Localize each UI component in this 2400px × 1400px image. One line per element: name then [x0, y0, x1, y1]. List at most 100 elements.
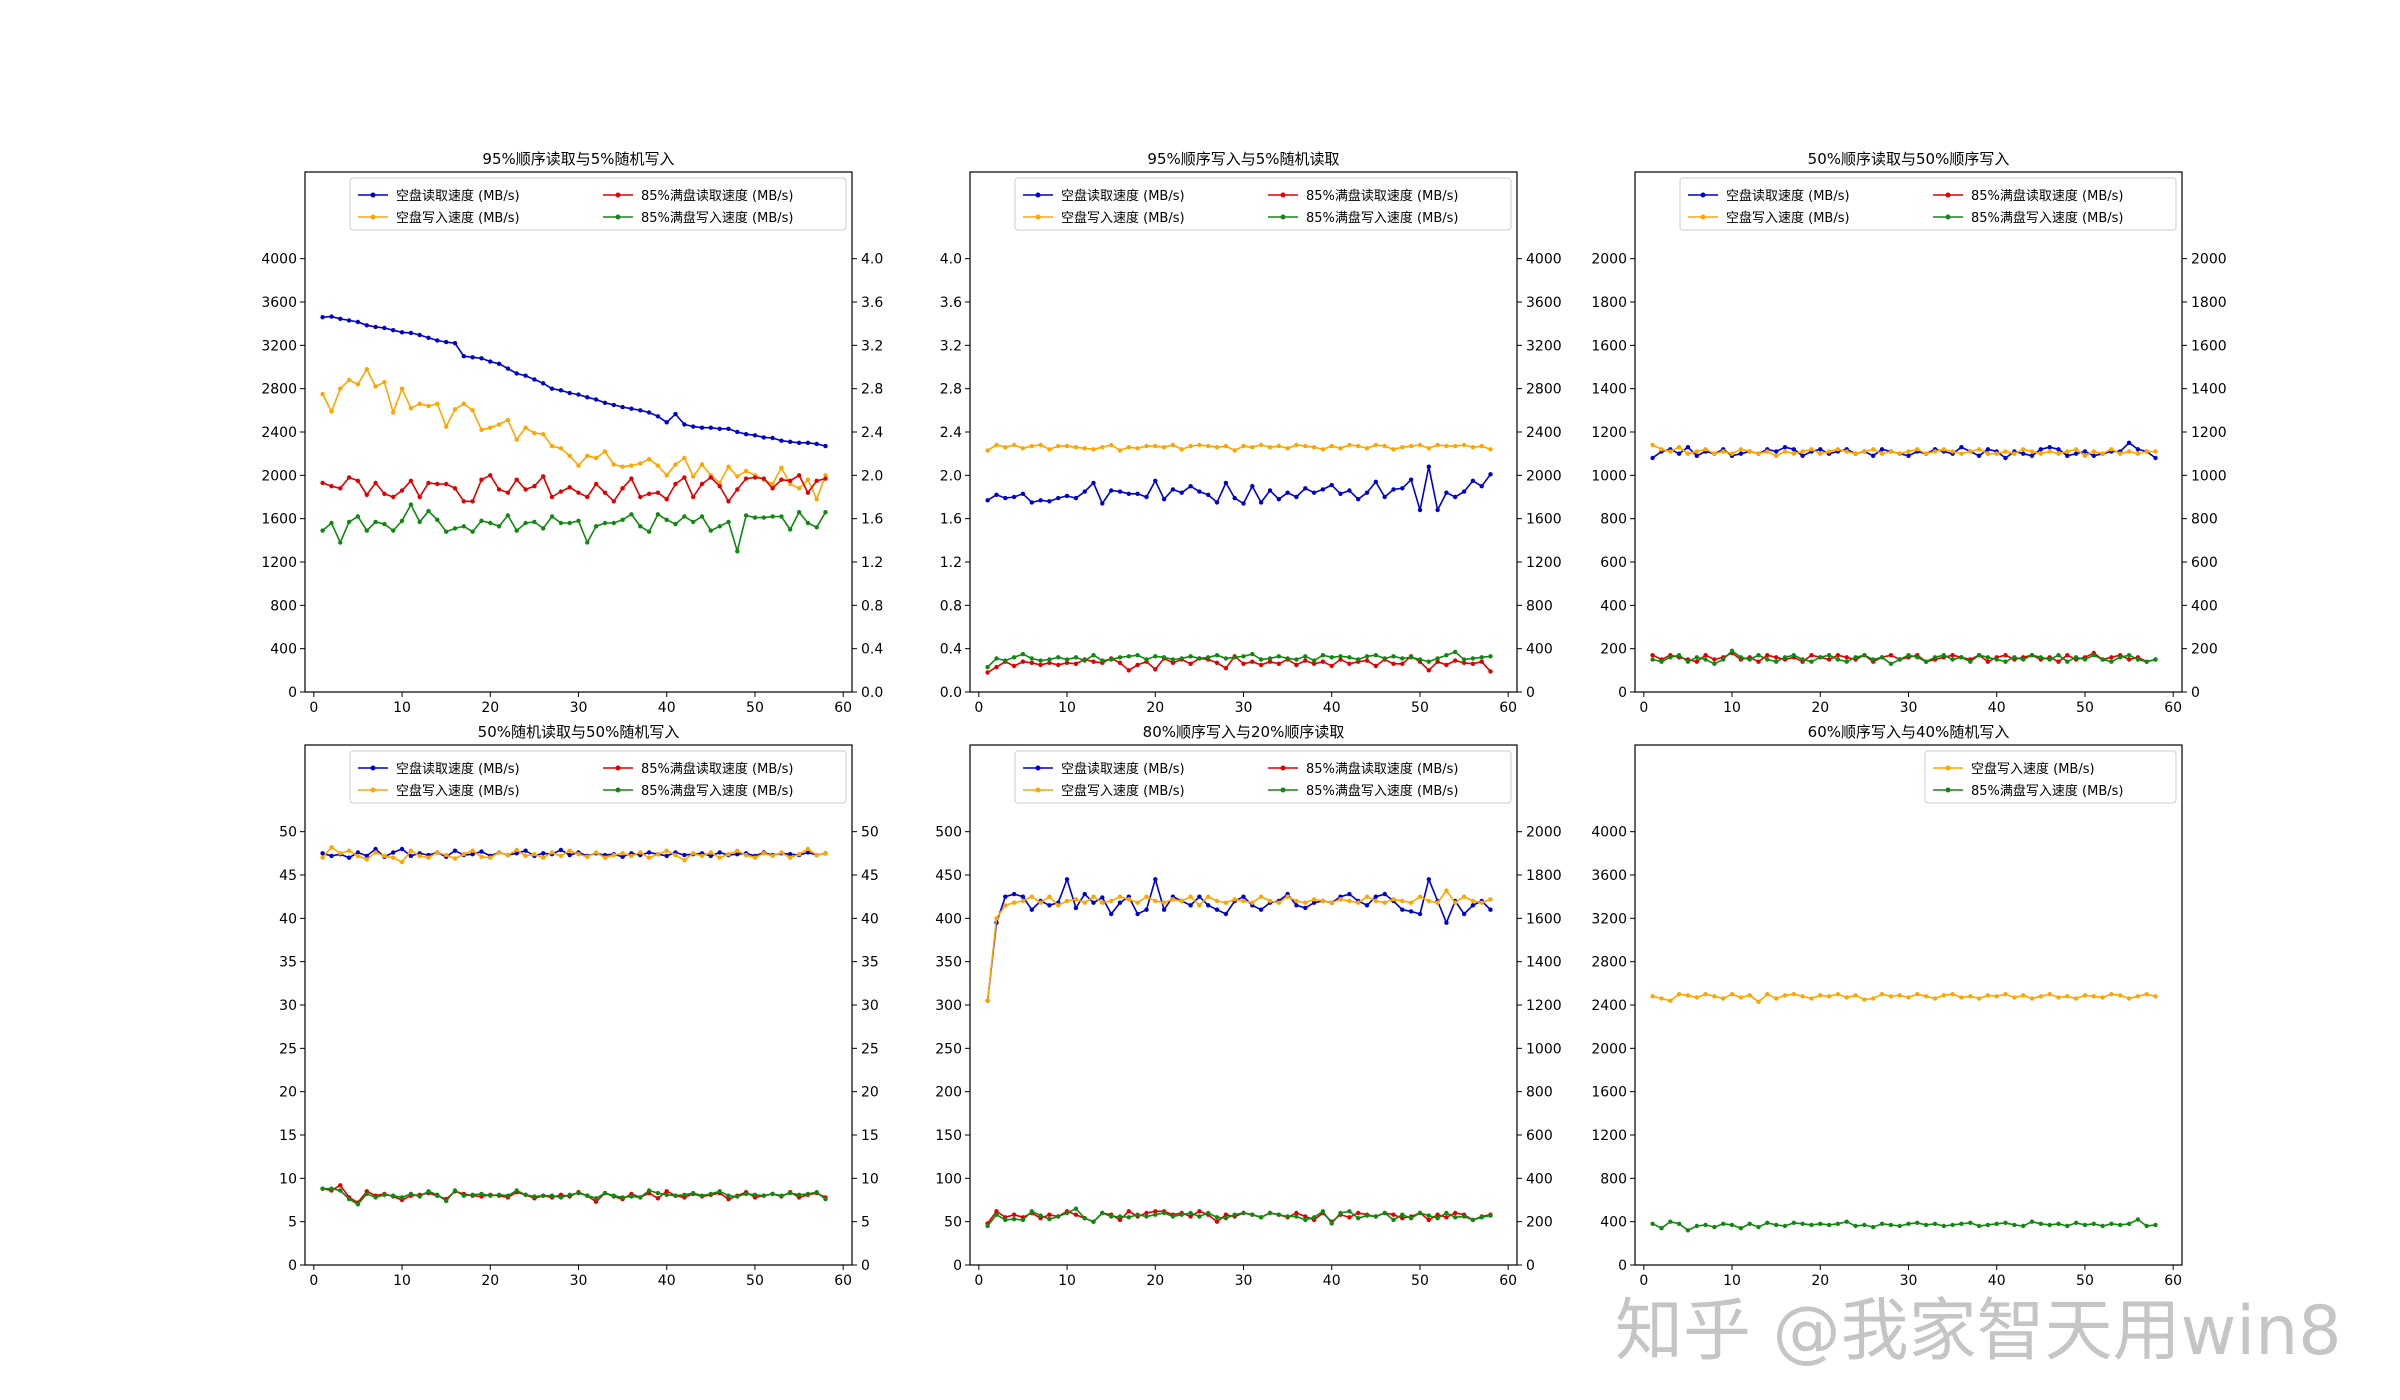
data-point	[1197, 489, 1202, 494]
data-point	[1020, 894, 1026, 899]
data-point	[1373, 653, 1379, 658]
data-point	[1294, 662, 1299, 668]
data-point	[1906, 653, 1911, 658]
data-point	[2126, 996, 2132, 1001]
y-tick-label: 150	[935, 1128, 962, 1144]
data-point	[1135, 446, 1140, 451]
data-point	[1320, 487, 1326, 492]
data-point	[1479, 1215, 1484, 1220]
data-point	[1338, 491, 1343, 496]
data-point	[1703, 447, 1708, 452]
data-point	[717, 484, 722, 489]
data-point	[796, 1192, 802, 1198]
data-point	[1417, 1210, 1423, 1216]
data-point	[1694, 453, 1700, 458]
x-tick-label: 60	[2164, 1273, 2182, 1289]
data-point	[691, 519, 696, 525]
data-point	[2135, 451, 2141, 456]
data-point	[2144, 659, 2149, 664]
data-point	[1721, 996, 1726, 1001]
data-point	[805, 440, 811, 445]
x-tick-label: 50	[2076, 700, 2094, 716]
data-point	[994, 916, 999, 921]
y2-tick-label: 3600	[1526, 295, 1562, 311]
data-point	[994, 656, 999, 661]
data-point	[1153, 443, 1158, 449]
data-point	[1400, 661, 1405, 666]
data-point	[1117, 489, 1123, 494]
data-point	[655, 414, 661, 419]
data-point	[1303, 905, 1308, 911]
data-point	[364, 323, 369, 328]
data-point	[1241, 894, 1246, 899]
data-point	[1091, 659, 1096, 664]
y-tick-label: 2400	[1591, 998, 1627, 1014]
data-point	[664, 1189, 669, 1194]
legend-item: 85%满盘写入速度 (MB/s)	[603, 783, 793, 799]
y2-tick-label: 1.6	[861, 512, 883, 528]
data-point	[735, 1194, 740, 1199]
data-point	[1950, 992, 1955, 997]
data-point	[567, 485, 572, 490]
data-point	[985, 998, 990, 1003]
x-tick-label: 40	[1988, 1273, 2006, 1289]
x-tick-label: 30	[570, 1273, 588, 1289]
data-point	[1303, 658, 1308, 663]
data-point	[1285, 490, 1290, 495]
data-point	[1871, 447, 1876, 452]
data-point	[399, 846, 405, 852]
data-point	[391, 328, 396, 333]
data-point	[1382, 900, 1387, 905]
data-point	[2153, 994, 2158, 999]
data-point	[1135, 900, 1140, 905]
legend-label: 85%满盘读取速度 (MB/s)	[1306, 761, 1458, 777]
data-point	[2047, 449, 2052, 454]
data-point	[1444, 920, 1449, 925]
data-point	[1206, 903, 1211, 908]
series-4	[320, 502, 828, 555]
legend-label: 空盘读取速度 (MB/s)	[396, 761, 520, 777]
data-point	[779, 514, 784, 519]
data-point	[770, 514, 775, 519]
data-point	[752, 433, 758, 438]
data-point	[488, 1193, 493, 1198]
data-point	[1356, 900, 1361, 905]
data-point	[382, 521, 387, 527]
data-point	[1338, 446, 1343, 451]
data-point	[1347, 442, 1352, 448]
data-point	[373, 850, 378, 855]
data-point	[1712, 657, 1717, 662]
data-point	[585, 854, 590, 859]
data-point	[399, 518, 405, 523]
data-point	[1258, 442, 1264, 448]
data-point	[1364, 490, 1370, 495]
data-point	[823, 510, 828, 515]
series-2	[320, 845, 828, 865]
data-point	[461, 524, 466, 529]
data-point	[620, 486, 625, 491]
data-point	[1267, 1210, 1273, 1216]
data-point	[1844, 1219, 1849, 1224]
y2-tick-label: 2.4	[861, 425, 883, 441]
data-point	[1135, 1212, 1140, 1217]
data-point	[1294, 494, 1299, 500]
data-point	[994, 442, 999, 448]
y2-tick-label: 25	[861, 1041, 879, 1057]
data-point	[805, 1191, 811, 1197]
data-point	[452, 526, 458, 531]
series-line	[986, 876, 1492, 1001]
data-point	[593, 1199, 599, 1204]
data-point	[752, 855, 758, 860]
data-point	[329, 845, 334, 850]
data-point	[1197, 1209, 1202, 1214]
data-point	[620, 404, 625, 410]
data-point	[1091, 480, 1096, 486]
data-point	[1809, 1222, 1814, 1228]
data-point	[1029, 500, 1035, 505]
x-tick-label: 60	[834, 1273, 852, 1289]
legend-item: 空盘读取速度 (MB/s)	[358, 761, 520, 777]
y-tick-label: 0.0	[940, 685, 962, 701]
y2-tick-label: 2.0	[861, 468, 883, 484]
data-point	[1765, 992, 1770, 997]
watermark-text: 知乎 @我家智天用win8	[1615, 1292, 2342, 1371]
